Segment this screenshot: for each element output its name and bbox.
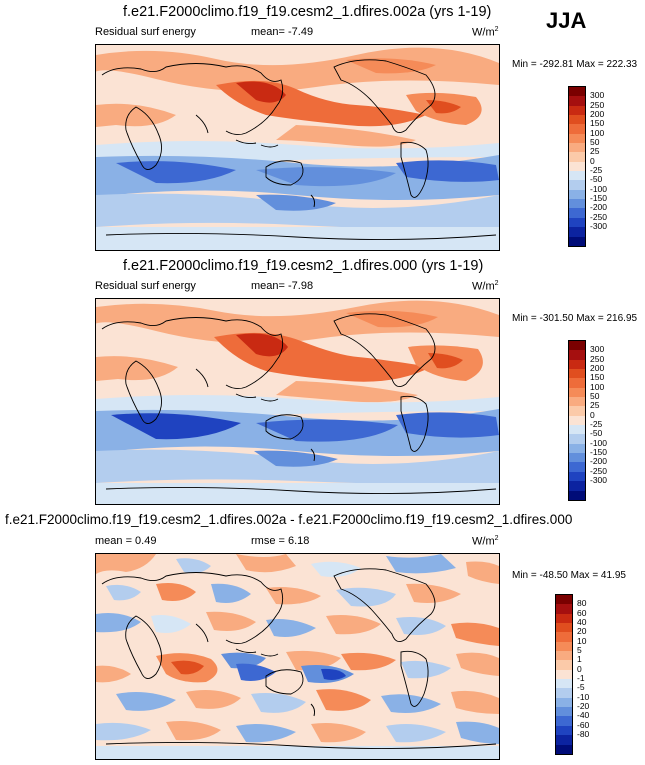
- panel-3-map: [95, 553, 500, 760]
- panel-2-mean: mean= -7.98: [251, 280, 314, 292]
- panel-2-field: [96, 299, 499, 504]
- panel-2-title: f.e21.F2000climo.f19_f19.cesm2_1.dfires.…: [123, 258, 484, 274]
- cbar-tick: 0: [577, 663, 582, 674]
- panel-2-colorbar: [568, 340, 586, 501]
- cbar-tick: -250: [590, 465, 608, 476]
- season-label: JJA: [546, 8, 587, 33]
- cbar-tick: 50: [590, 390, 600, 401]
- panel-1-colorbar: [568, 86, 586, 247]
- cbar-tick: 5: [577, 644, 582, 655]
- panel-1-title: f.e21.F2000climo.f19_f19.cesm2_1.dfires.…: [123, 4, 492, 20]
- cbar-tick: -40: [577, 710, 590, 721]
- cbar-tick: -150: [590, 447, 608, 457]
- cbar-tick: -60: [577, 719, 590, 730]
- cbar-tick: 150: [590, 118, 605, 129]
- cbar-tick: 150: [590, 372, 605, 383]
- cbar-tick: 300: [590, 90, 605, 100]
- cbar-tick: 200: [590, 362, 605, 373]
- cbar-tick: -1: [577, 673, 585, 683]
- cbar-tick: -25: [590, 165, 603, 175]
- panel-3-minmax: Min = -48.50 Max = 41.95: [512, 570, 626, 581]
- panel-3-colorbar-labels: 80 60 40 20 10 5 1 0 -1 -5 -10 -20 -40 -…: [577, 594, 601, 753]
- cbar-tick: -50: [590, 174, 603, 185]
- cbar-tick: 0: [590, 409, 595, 420]
- panel-1-left-label: Residual surf energy: [95, 26, 196, 38]
- cbar-tick: -10: [577, 691, 590, 702]
- cbar-tick: 10: [577, 635, 587, 646]
- cbar-tick: -80: [577, 729, 590, 739]
- panel-1-units: W/m2: [472, 26, 499, 39]
- cbar-tick: 100: [590, 381, 605, 392]
- panel-3-field: [96, 554, 499, 759]
- cbar-tick: -150: [590, 193, 608, 203]
- panel-2-units: W/m2: [472, 280, 499, 293]
- cbar-tick: -20: [577, 701, 590, 711]
- panel-1-map: [95, 44, 500, 251]
- panel-3-rmse: rmse = 6.18: [251, 535, 310, 547]
- panel-3-mean: mean = 0.49: [95, 535, 157, 547]
- panel-2-map: [95, 298, 500, 505]
- panel-1-colorbar-labels: 300 250 200 150 100 50 25 0 -25 -50 -100…: [590, 86, 620, 245]
- cbar-tick: 250: [590, 99, 605, 110]
- cbar-tick: 1: [577, 654, 582, 665]
- panel-2-minmax: Min = -301.50 Max = 216.95: [512, 313, 638, 324]
- panel-3-units: W/m2: [472, 535, 499, 548]
- cbar-tick: -200: [590, 456, 608, 467]
- cbar-tick: -100: [590, 437, 608, 448]
- panel-1-mean: mean= -7.49: [251, 26, 314, 38]
- cbar-tick: -200: [590, 202, 608, 213]
- cbar-tick: 60: [577, 607, 587, 618]
- cbar-tick: -5: [577, 682, 585, 693]
- cbar-tick: 40: [577, 616, 587, 627]
- cbar-tick: 80: [577, 598, 587, 608]
- cbar-tick: 250: [590, 353, 605, 364]
- cbar-tick: -300: [590, 221, 608, 231]
- panel-3-title: f.e21.F2000climo.f19_f19.cesm2_1.dfires.…: [5, 512, 573, 527]
- cbar-tick: 20: [577, 626, 587, 637]
- cbar-tick: 25: [590, 400, 600, 411]
- cbar-tick: -100: [590, 183, 608, 194]
- cbar-tick: 200: [590, 108, 605, 119]
- panel-3-colorbar: [555, 594, 573, 755]
- cbar-tick: -25: [590, 419, 603, 429]
- cbar-tick: 50: [590, 136, 600, 147]
- cbar-tick: 300: [590, 344, 605, 354]
- cbar-tick: 0: [590, 155, 595, 166]
- panel-1-minmax: Min = -292.81 Max = 222.33: [512, 59, 638, 70]
- cbar-tick: 25: [590, 146, 600, 157]
- cbar-tick: -250: [590, 211, 608, 222]
- cbar-tick: -50: [590, 428, 603, 439]
- panel-2-left-label: Residual surf energy: [95, 280, 196, 292]
- cbar-tick: -300: [590, 475, 608, 485]
- cbar-tick: 100: [590, 127, 605, 138]
- panel-1-field: [96, 45, 499, 250]
- panel-2-colorbar-labels: 300 250 200 150 100 50 25 0 -25 -50 -100…: [590, 340, 620, 499]
